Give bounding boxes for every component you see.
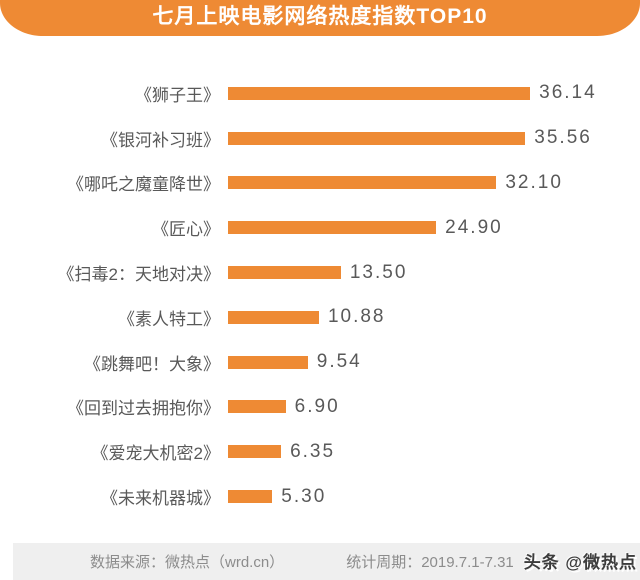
value-label: 36.14 [539, 82, 597, 104]
bar [228, 400, 286, 414]
bar [228, 310, 319, 324]
category-label: 《爱宠大机密2》 [91, 444, 220, 464]
category-label: 《狮子王》 [135, 85, 220, 105]
category-label: 《素人特工》 [118, 309, 220, 329]
value-label: 24.90 [445, 216, 503, 238]
category-label: 《扫毒2：天地对决》 [57, 265, 220, 285]
stat-period-label: 统计周期：2019.7.1-7.31 [346, 554, 514, 571]
value-label: 13.50 [349, 261, 408, 283]
value-label: 9.54 [316, 351, 362, 373]
bar [228, 221, 437, 235]
watermark-text: 头条 @微热点 [523, 553, 637, 572]
category-label: 《跳舞吧！大象》 [84, 354, 220, 374]
bar [228, 131, 526, 145]
chart-row: 《跳舞吧！大象》 9.54 [0, 340, 640, 385]
chart-row: 《匠心》 24.90 [0, 205, 640, 250]
chart-row: 《素人特工》 10.88 [0, 295, 640, 340]
value-label: 10.88 [327, 306, 386, 328]
header-banner: 七月上映电影网络热度指数TOP10 [0, 0, 640, 36]
value-label: 32.10 [505, 171, 563, 193]
page-title: 七月上映电影网络热度指数TOP10 [152, 5, 488, 28]
bar [228, 266, 341, 280]
data-source-label: 数据来源：微热点（wrd.cn） [90, 554, 285, 571]
bar [228, 86, 531, 100]
bar-chart: 《狮子王》 36.14 《银河补习班》 35.56 《哪吒之魔童降世》 32.10 《匠心》… [0, 71, 640, 519]
value-label: 5.30 [281, 485, 327, 507]
chart-row: 《爱宠大机密2》 6.35 [0, 429, 640, 474]
category-label: 《银河补习班》 [101, 130, 220, 150]
chart-row: 《狮子王》 36.14 [0, 71, 640, 116]
bar [228, 355, 308, 369]
category-label: 《哪吒之魔童降世》 [67, 175, 220, 195]
bar [228, 490, 273, 504]
chart-row: 《哪吒之魔童降世》 32.10 [0, 161, 640, 206]
header-ribbon-shape [0, 0, 640, 36]
chart-row: 《扫毒2：天地对决》 13.50 [0, 250, 640, 295]
value-label: 35.56 [534, 127, 592, 149]
chart-row: 《回到过去拥抱你》 6.90 [0, 385, 640, 430]
category-label: 《回到过去拥抱你》 [67, 399, 220, 419]
chart-row: 《未来机器城》 5.30 [0, 474, 640, 519]
header-ribbon-path [0, 0, 640, 36]
value-label: 6.90 [294, 395, 340, 417]
category-label: 《未来机器城》 [101, 489, 220, 509]
value-label: 6.35 [290, 440, 336, 462]
bar [228, 445, 282, 459]
bar [228, 176, 497, 190]
footer-bar: 数据来源：微热点（wrd.cn） 统计周期：2019.7.1-7.31 [13, 543, 640, 580]
category-label: 《匠心》 [152, 220, 220, 240]
chart-row: 《银河补习班》 35.56 [0, 116, 640, 161]
